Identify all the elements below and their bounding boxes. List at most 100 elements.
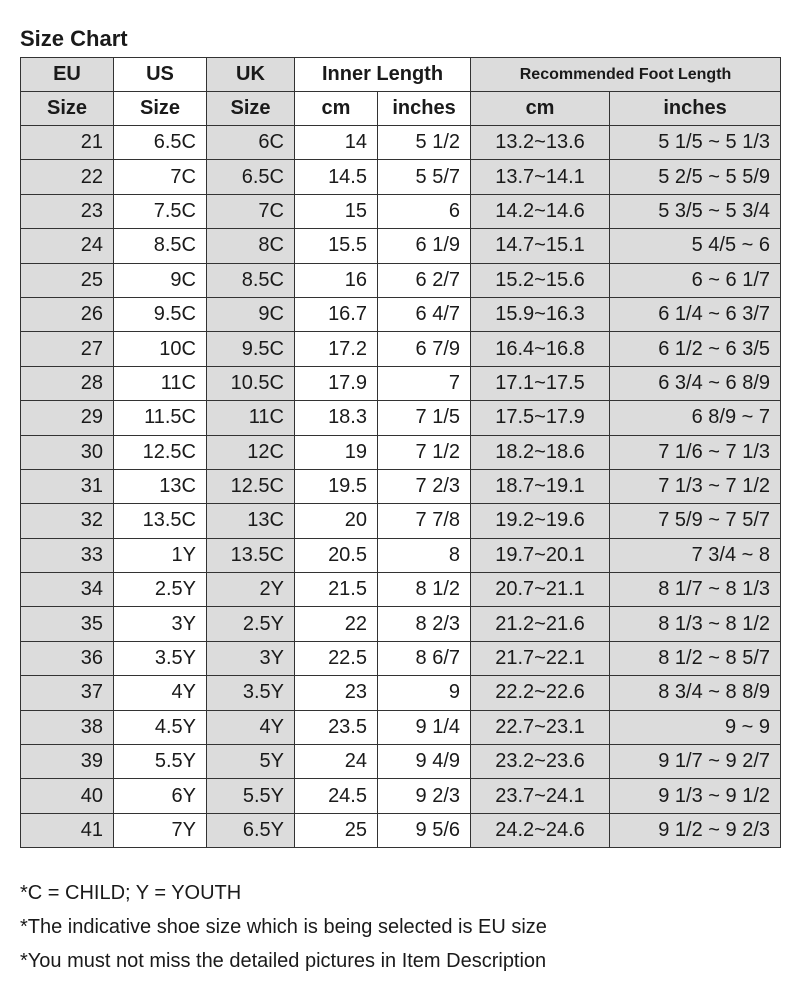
- cell-rec-inches: 8 1/3 ~ 8 1/2: [609, 606, 782, 642]
- cell-uk-size: 10.5C: [206, 365, 295, 402]
- header-eu-size: Size: [20, 91, 114, 126]
- header-inner-inches: inches: [376, 91, 472, 126]
- cell-uk-size: 5Y: [206, 744, 295, 780]
- cell-rec-cm: 13.7~14.1: [470, 159, 611, 195]
- table-row: 34 2.5Y 2Y 21.5 8 1/2 20.7~21.1 8 1/7 ~ 8 1/3: [20, 572, 782, 608]
- cell-rec-cm: 18.2~18.6: [470, 434, 611, 470]
- cell-us-size: 6.5C: [113, 124, 207, 161]
- cell-uk-size: 11C: [206, 400, 295, 436]
- note: *The indicative shoe size which is being…: [20, 916, 547, 938]
- size-chart-table: EU US UK Inner Length Recommended Foot L…: [20, 57, 782, 849]
- note: *You must not miss the detailed pictures…: [20, 950, 547, 972]
- cell-uk-size: 6.5C: [206, 159, 295, 195]
- cell-uk-size: 9.5C: [206, 331, 295, 367]
- cell-us-size: 10C: [113, 331, 207, 367]
- cell-uk-size: 13.5C: [206, 537, 295, 574]
- cell-inner-cm: 19.5: [294, 468, 378, 505]
- cell-eu-size: 34: [20, 572, 114, 608]
- cell-us-size: 1Y: [113, 537, 207, 574]
- cell-us-size: 4.5Y: [113, 709, 207, 746]
- table-row: 25 9C 8.5C 16 6 2/7 15.2~15.6 6 ~ 6 1/7: [20, 262, 782, 298]
- cell-rec-inches: 7 5/9 ~ 7 5/7: [609, 503, 782, 539]
- cell-inner-inches: 7: [376, 365, 472, 402]
- cell-inner-cm: 15.5: [294, 228, 378, 264]
- cell-uk-size: 2.5Y: [206, 606, 295, 642]
- cell-rec-inches: 5 4/5 ~ 6: [609, 228, 782, 264]
- table-row: 31 13C 12.5C 19.5 7 2/3 18.7~19.1 7 1/3 ~ 7 1/…: [20, 468, 782, 505]
- header-uk: UK: [206, 57, 295, 92]
- cell-us-size: 4Y: [113, 675, 207, 711]
- cell-rec-cm: 15.2~15.6: [470, 262, 611, 298]
- table-row: 39 5.5Y 5Y 24 9 4/9 23.2~23.6 9 1/7 ~ 9 2/7: [20, 744, 782, 780]
- cell-eu-size: 29: [20, 400, 114, 436]
- cell-rec-cm: 20.7~21.1: [470, 572, 611, 608]
- cell-uk-size: 7C: [206, 193, 295, 230]
- cell-rec-inches: 8 1/7 ~ 8 1/3: [609, 572, 782, 608]
- cell-rec-cm: 22.2~22.6: [470, 675, 611, 711]
- cell-inner-inches: 8 1/2: [376, 572, 472, 608]
- cell-inner-cm: 23.5: [294, 709, 378, 746]
- page-title: Size Chart: [20, 26, 128, 51]
- cell-us-size: 3Y: [113, 606, 207, 642]
- cell-rec-cm: 17.1~17.5: [470, 365, 611, 402]
- cell-rec-inches: 5 3/5 ~ 5 3/4: [609, 193, 782, 230]
- cell-eu-size: 41: [20, 812, 114, 849]
- table-row: 28 11C 10.5C 17.9 7 17.1~17.5 6 3/4 ~ 6 8/9: [20, 365, 782, 402]
- cell-inner-inches: 5 1/2: [376, 124, 472, 161]
- cell-eu-size: 23: [20, 193, 114, 230]
- cell-inner-cm: 16: [294, 262, 378, 298]
- cell-uk-size: 8.5C: [206, 262, 295, 298]
- table-row: 40 6Y 5.5Y 24.5 9 2/3 23.7~24.1 9 1/3 ~ 9 1/2: [20, 778, 782, 814]
- cell-eu-size: 26: [20, 296, 114, 333]
- cell-rec-cm: 24.2~24.6: [470, 812, 611, 849]
- cell-uk-size: 13C: [206, 503, 295, 539]
- cell-inner-inches: 7 7/8: [376, 503, 472, 539]
- table-row: 36 3.5Y 3Y 22.5 8 6/7 21.7~22.1 8 1/2 ~ 8 5/7: [20, 640, 782, 677]
- cell-us-size: 11.5C: [113, 400, 207, 436]
- table-row: 30 12.5C 12C 19 7 1/2 18.2~18.6 7 1/6 ~ 7 1/3: [20, 434, 782, 470]
- cell-inner-inches: 6 4/7: [376, 296, 472, 333]
- header-rec-cm: cm: [470, 91, 611, 126]
- table-row: 23 7.5C 7C 15 6 14.2~14.6 5 3/5 ~ 5 3/4: [20, 193, 782, 230]
- cell-eu-size: 39: [20, 744, 114, 780]
- cell-inner-cm: 19: [294, 434, 378, 470]
- cell-us-size: 9.5C: [113, 296, 207, 333]
- cell-inner-cm: 14: [294, 124, 378, 161]
- table-row: 33 1Y 13.5C 20.5 8 19.7~20.1 7 3/4 ~ 8: [20, 537, 782, 574]
- cell-inner-inches: 8: [376, 537, 472, 574]
- cell-eu-size: 24: [20, 228, 114, 264]
- cell-rec-cm: 21.2~21.6: [470, 606, 611, 642]
- table-row: 37 4Y 3.5Y 23 9 22.2~22.6 8 3/4 ~ 8 8/9: [20, 675, 782, 711]
- cell-inner-inches: 6 2/7: [376, 262, 472, 298]
- cell-us-size: 7.5C: [113, 193, 207, 230]
- cell-inner-cm: 20: [294, 503, 378, 539]
- cell-eu-size: 35: [20, 606, 114, 642]
- cell-rec-cm: 18.7~19.1: [470, 468, 611, 505]
- header-eu: EU: [20, 57, 114, 92]
- cell-uk-size: 9C: [206, 296, 295, 333]
- cell-us-size: 6Y: [113, 778, 207, 814]
- cell-inner-inches: 7 2/3: [376, 468, 472, 505]
- cell-rec-inches: 6 1/2 ~ 6 3/5: [609, 331, 782, 367]
- cell-inner-inches: 6 1/9: [376, 228, 472, 264]
- cell-rec-cm: 21.7~22.1: [470, 640, 611, 677]
- cell-rec-cm: 16.4~16.8: [470, 331, 611, 367]
- cell-inner-cm: 16.7: [294, 296, 378, 333]
- cell-rec-inches: 5 1/5 ~ 5 1/3: [609, 124, 782, 161]
- cell-uk-size: 4Y: [206, 709, 295, 746]
- cell-inner-cm: 21.5: [294, 572, 378, 608]
- cell-uk-size: 12.5C: [206, 468, 295, 505]
- cell-rec-inches: 8 1/2 ~ 8 5/7: [609, 640, 782, 677]
- cell-uk-size: 12C: [206, 434, 295, 470]
- cell-us-size: 13.5C: [113, 503, 207, 539]
- cell-us-size: 2.5Y: [113, 572, 207, 608]
- header-inner-length: Inner Length: [293, 57, 472, 92]
- cell-inner-cm: 15: [294, 193, 378, 230]
- cell-rec-cm: 23.2~23.6: [470, 744, 611, 780]
- table-row: 24 8.5C 8C 15.5 6 1/9 14.7~15.1 5 4/5 ~ 6: [20, 228, 782, 264]
- cell-inner-inches: 6: [376, 193, 472, 230]
- cell-inner-cm: 22.5: [294, 640, 378, 677]
- cell-inner-inches: 7 1/2: [376, 434, 472, 470]
- cell-inner-cm: 24.5: [294, 778, 378, 814]
- cell-inner-inches: 9 2/3: [376, 778, 472, 814]
